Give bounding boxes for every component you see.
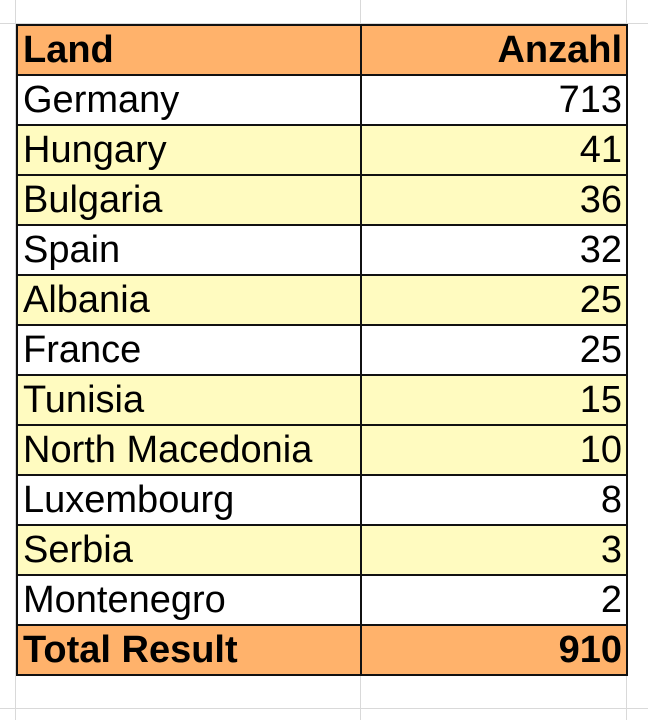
cell-land[interactable]: Hungary <box>16 124 362 176</box>
cell-land[interactable]: Serbia <box>16 524 362 576</box>
grid-line-vertical <box>15 0 16 720</box>
cell-count[interactable]: 10 <box>360 424 628 476</box>
cell-count[interactable]: 25 <box>360 274 628 326</box>
table-row: Bulgaria 36 <box>16 174 628 226</box>
cell-header-land[interactable]: Land <box>16 24 362 76</box>
cell-land[interactable]: Albania <box>16 274 362 326</box>
table-row: Serbia 3 <box>16 524 628 576</box>
table-row: Albania 25 <box>16 274 628 326</box>
cell-land[interactable]: France <box>16 324 362 376</box>
table-total-row: Total Result 910 <box>16 624 628 676</box>
cell-count[interactable]: 15 <box>360 374 628 426</box>
cell-count[interactable]: 32 <box>360 224 628 276</box>
cell-land[interactable]: Montenegro <box>16 574 362 626</box>
table-row: Tunisia 15 <box>16 374 628 426</box>
table-header-row: Land Anzahl <box>16 24 628 76</box>
cell-land[interactable]: Germany <box>16 74 362 126</box>
pivot-table: Land Anzahl Germany 713 Hungary 41 Bulga… <box>16 24 628 676</box>
cell-land[interactable]: North Macedonia <box>16 424 362 476</box>
cell-land[interactable]: Spain <box>16 224 362 276</box>
cell-land[interactable]: Tunisia <box>16 374 362 426</box>
cell-count[interactable]: 713 <box>360 74 628 126</box>
cell-total-count[interactable]: 910 <box>360 624 628 676</box>
grid-line-horizontal <box>0 708 648 709</box>
grid-line-horizontal <box>0 23 648 24</box>
table-row: Montenegro 2 <box>16 574 628 626</box>
table-row: Hungary 41 <box>16 124 628 176</box>
cell-count[interactable]: 3 <box>360 524 628 576</box>
cell-land[interactable]: Bulgaria <box>16 174 362 226</box>
table-row: France 25 <box>16 324 628 376</box>
table-row: North Macedonia 10 <box>16 424 628 476</box>
cell-land[interactable]: Luxembourg <box>16 474 362 526</box>
cell-count[interactable]: 25 <box>360 324 628 376</box>
cell-header-count[interactable]: Anzahl <box>360 24 628 76</box>
table-row: Germany 713 <box>16 74 628 126</box>
cell-total-label[interactable]: Total Result <box>16 624 362 676</box>
cell-count[interactable]: 2 <box>360 574 628 626</box>
cell-count[interactable]: 41 <box>360 124 628 176</box>
table-row: Spain 32 <box>16 224 628 276</box>
cell-count[interactable]: 36 <box>360 174 628 226</box>
cell-count[interactable]: 8 <box>360 474 628 526</box>
table-row: Luxembourg 8 <box>16 474 628 526</box>
